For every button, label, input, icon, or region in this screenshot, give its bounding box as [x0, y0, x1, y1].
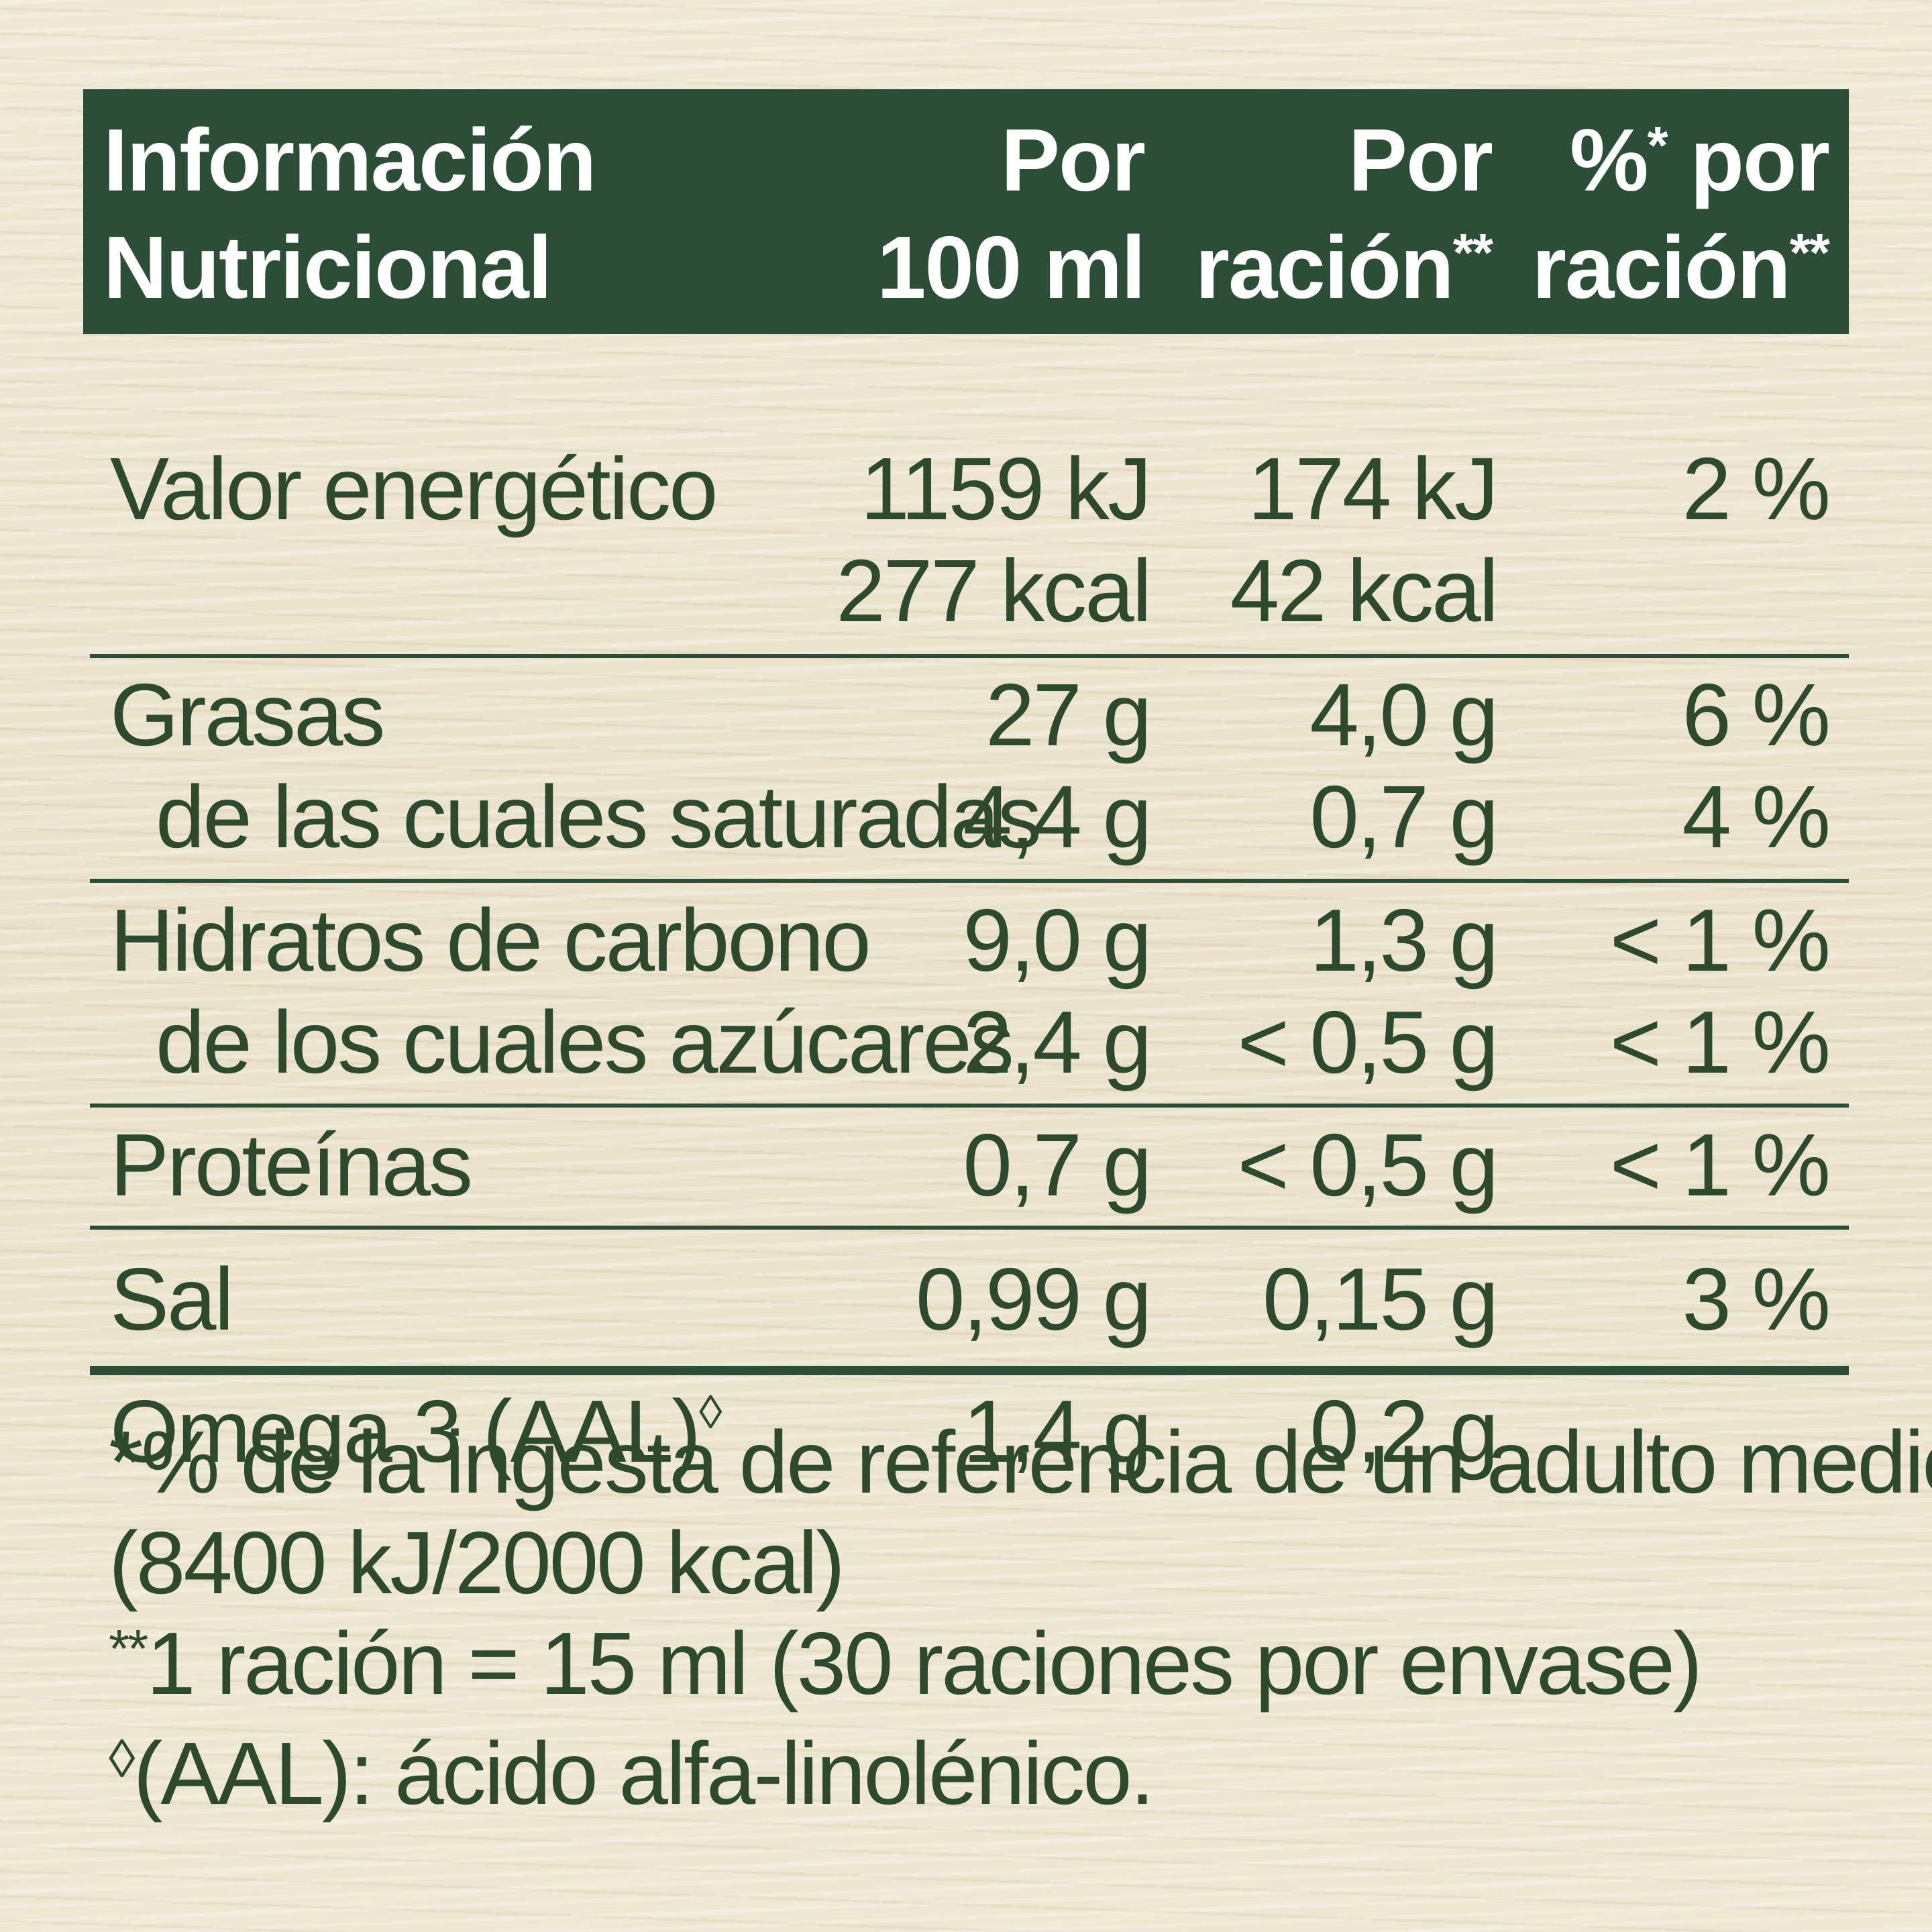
cell-per100: 9,0 g	[963, 891, 1152, 989]
table-header: Información Nutricional Por 100 ml Por r…	[83, 89, 1849, 334]
cell-serving: 174 kJ 42 kcal	[1230, 439, 1499, 640]
header-per-100ml: Por 100 ml	[877, 111, 1146, 317]
cell-serving: 0,7 g	[1309, 767, 1499, 866]
footnote-serving-size: **1 ración = 15 ml (30 raciones por enva…	[109, 1614, 1703, 1713]
footnote-aal: ◊(AAL): ácido alfa-linolénico.	[109, 1724, 1155, 1823]
cell-serving: 0,15 g	[1263, 1250, 1499, 1348]
cell-percent: 2 %	[1682, 439, 1831, 538]
cell-serving: 4,0 g	[1309, 665, 1499, 764]
row-label: Valor energético	[110, 439, 718, 538]
cell-percent: 6 %	[1682, 665, 1831, 764]
cell-percent: 4 %	[1682, 767, 1831, 866]
row-label: de las cuales saturadas	[156, 767, 1042, 866]
cell-serving: < 0,5 g	[1237, 1116, 1499, 1214]
footnotes: *% de la ingesta de referencia de un adu…	[109, 1412, 1932, 1824]
cell-percent: < 1 %	[1609, 993, 1831, 1091]
row-label: Omega 3 (AAL)◊	[110, 1382, 722, 1481]
row-label: Hidratos de carbono	[110, 891, 871, 989]
cell-percent: < 1 %	[1609, 891, 1831, 989]
row-divider-thick	[90, 1366, 1849, 1375]
row-label: Sal	[110, 1250, 234, 1348]
cell-percent: < 1 %	[1609, 1116, 1831, 1214]
cell-serving: 0,2 g	[1309, 1382, 1499, 1481]
asterisk-mark: *	[1647, 115, 1668, 175]
row-label: Grasas	[110, 665, 385, 764]
cell-per100: 4,4 g	[963, 767, 1152, 866]
cell-serving: 1,3 g	[1309, 891, 1499, 989]
cell-per100: 2,4 g	[963, 993, 1152, 1091]
cell-serving: < 0,5 g	[1237, 993, 1499, 1091]
cell-per100: 1159 kJ 277 kcal	[836, 439, 1152, 640]
row-divider	[90, 1104, 1849, 1108]
diamond-mark-icon: ◊	[699, 1386, 722, 1438]
double-asterisk-mark: **	[109, 1619, 148, 1678]
cell-per100: 1,4 g	[963, 1382, 1152, 1481]
row-divider	[90, 654, 1849, 658]
double-asterisk-mark: **	[1452, 223, 1493, 282]
row-label: de los cuales azúcares	[156, 993, 1014, 1091]
diamond-mark-icon: ◊	[109, 1729, 135, 1788]
cell-percent: 3 %	[1682, 1250, 1831, 1348]
header-nutrition-info: Información Nutricional	[103, 111, 596, 317]
cell-per100: 27 g	[985, 665, 1152, 764]
header-per-serving: Por ración**	[1195, 111, 1493, 317]
row-divider	[90, 1226, 1849, 1230]
footnote-reference-intake: *% de la ingesta de referencia de un adu…	[109, 1413, 1932, 1511]
footnote-reference-intake-values: (8400 kJ/2000 kcal)	[109, 1513, 845, 1612]
cell-per100: 0,7 g	[963, 1116, 1152, 1214]
asterisk-mark: *	[109, 1413, 143, 1511]
row-label: Proteínas	[110, 1116, 473, 1214]
row-divider	[90, 879, 1849, 883]
double-asterisk-mark: **	[1789, 223, 1830, 282]
header-percent-per-serving: %* por ración**	[1532, 111, 1830, 317]
cell-per100: 0,99 g	[916, 1250, 1152, 1348]
